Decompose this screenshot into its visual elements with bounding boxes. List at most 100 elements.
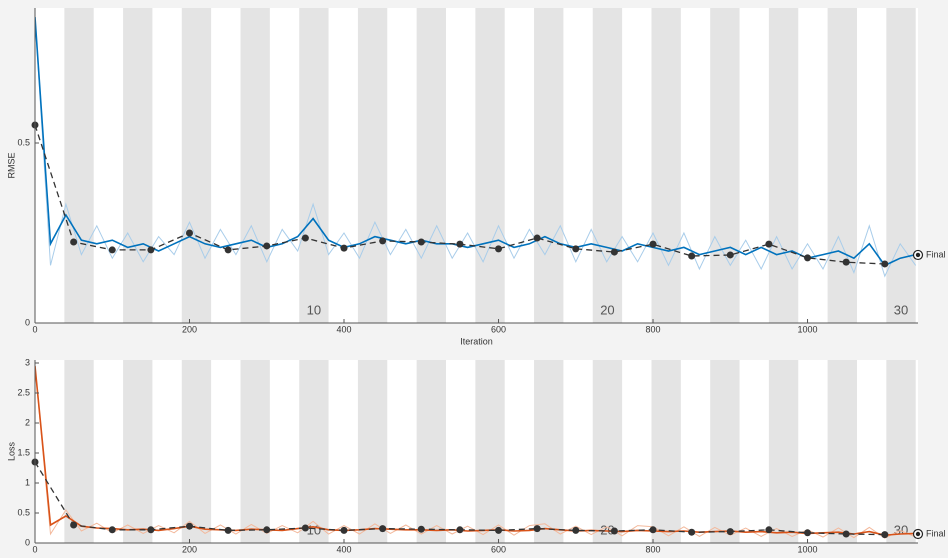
epoch-band — [181, 8, 212, 323]
validation-point — [804, 529, 812, 537]
epoch-band — [123, 8, 153, 323]
validation-point — [224, 526, 232, 534]
validation-point — [108, 246, 116, 254]
validation-point — [804, 254, 812, 262]
validation-point — [842, 530, 850, 538]
y-tick-label: 1 — [25, 477, 30, 487]
x-tick-label: 800 — [646, 324, 661, 334]
x-tick-label: 200 — [182, 324, 197, 334]
validation-point — [726, 528, 734, 536]
validation-point — [417, 525, 425, 533]
validation-point — [301, 234, 309, 242]
validation-point — [456, 526, 464, 534]
final-label: Final — [926, 249, 946, 259]
final-label: Final — [926, 528, 946, 538]
validation-point — [688, 252, 696, 260]
epoch-band — [240, 8, 270, 323]
epoch-band — [710, 360, 740, 543]
y-tick-label: 0.5 — [17, 507, 30, 517]
y-axis-label: RMSE — [6, 152, 16, 178]
validation-point — [340, 244, 348, 252]
validation-point — [340, 526, 348, 534]
validation-point — [186, 229, 194, 237]
validation-point — [379, 525, 387, 533]
validation-point — [572, 526, 580, 534]
epoch-band — [886, 360, 916, 543]
validation-point — [147, 246, 155, 254]
validation-point — [533, 525, 541, 533]
validation-point — [765, 526, 773, 534]
epoch-band — [768, 360, 799, 543]
validation-point — [263, 526, 271, 534]
epoch-band — [886, 8, 916, 323]
epoch-band — [592, 360, 623, 543]
x-tick-label: 600 — [491, 324, 506, 334]
validation-point — [108, 526, 116, 534]
final-dot — [915, 531, 921, 537]
validation-point — [495, 526, 503, 534]
final-dot — [915, 252, 921, 258]
validation-point — [688, 528, 696, 536]
epoch-band — [827, 8, 857, 323]
validation-point — [495, 245, 503, 253]
validation-point — [649, 240, 657, 248]
validation-point — [456, 240, 464, 248]
x-tick-label: 1000 — [798, 324, 818, 334]
x-axis-label: Iteration — [460, 556, 493, 558]
y-axis-label: Loss — [6, 441, 16, 461]
epoch-band — [651, 360, 681, 543]
epoch-band — [710, 8, 740, 323]
epoch-band — [475, 360, 505, 543]
x-tick-label: 400 — [336, 544, 351, 554]
validation-point — [765, 240, 773, 248]
y-tick-label: 1.5 — [17, 447, 30, 457]
epoch-label: 10 — [307, 302, 321, 317]
epoch-band — [475, 8, 505, 323]
raw-line — [35, 16, 917, 278]
x-tick-label: 1000 — [798, 544, 818, 554]
epoch-band — [123, 360, 153, 543]
epoch-band — [240, 360, 270, 543]
validation-point — [842, 258, 850, 266]
validation-point — [263, 242, 271, 250]
epoch-band — [768, 8, 799, 323]
validation-point — [224, 246, 232, 254]
validation-point — [147, 526, 155, 534]
validation-point — [70, 238, 78, 246]
validation-point — [301, 524, 309, 532]
validation-point — [572, 245, 580, 253]
epoch-label: 30 — [894, 522, 908, 537]
validation-point — [649, 526, 657, 534]
validation-point — [881, 531, 889, 539]
epoch-band — [64, 360, 94, 543]
x-tick-label: 400 — [336, 324, 351, 334]
epoch-label: 30 — [894, 302, 908, 317]
y-tick-label: 0.5 — [17, 137, 30, 147]
x-tick-label: 0 — [32, 544, 37, 554]
validation-point — [186, 522, 194, 530]
validation-point — [881, 260, 889, 268]
validation-point — [70, 521, 78, 529]
epoch-label: 10 — [307, 522, 321, 537]
epoch-band — [357, 8, 388, 323]
epoch-label: 20 — [600, 302, 614, 317]
epoch-band — [181, 360, 212, 543]
epoch-band — [827, 360, 857, 543]
epoch-band — [64, 8, 94, 323]
validation-point — [610, 527, 618, 535]
x-tick-label: 200 — [182, 544, 197, 554]
y-tick-label: 0 — [25, 317, 30, 327]
x-tick-label: 800 — [646, 544, 661, 554]
validation-point — [533, 234, 541, 242]
epoch-band — [416, 8, 446, 323]
epoch-band — [534, 360, 564, 543]
x-tick-label: 0 — [32, 324, 37, 334]
y-tick-label: 2.5 — [17, 387, 30, 397]
epoch-band — [299, 360, 329, 543]
y-tick-label: 0 — [25, 537, 30, 547]
x-tick-label: 600 — [491, 544, 506, 554]
epoch-band — [651, 8, 681, 323]
x-axis-label: Iteration — [460, 336, 493, 346]
